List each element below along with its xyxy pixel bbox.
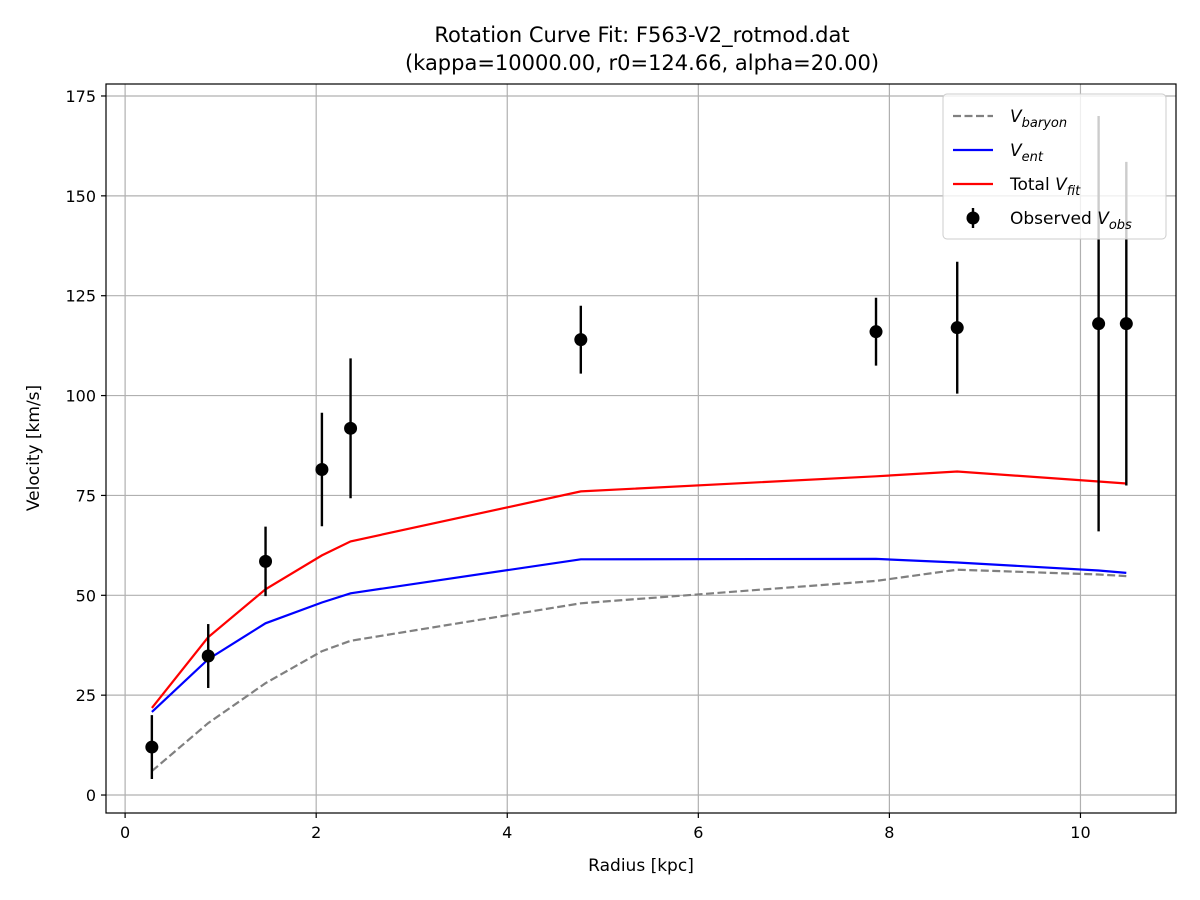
grid-lines (106, 84, 1176, 813)
legend-entry-fit: Total Vfit (1009, 175, 1081, 199)
legend-entry-ent: Vent (1010, 141, 1044, 165)
y-tick-label: 125 (65, 287, 96, 306)
data-point (145, 740, 159, 754)
y-tick-label: 25 (76, 686, 96, 705)
x-tick-label: 4 (502, 823, 512, 842)
series-line-baryon (151, 568, 1127, 772)
legend: Vbaryon Vent Total Vfit Observed Vobs (942, 93, 1167, 240)
y-tick-label: 0 (86, 786, 96, 805)
data-point (1092, 317, 1106, 331)
series-line-fit (151, 470, 1127, 709)
y-tick-label: 175 (65, 87, 96, 106)
y-tick-label: 50 (76, 586, 96, 605)
x-tick-label: 0 (120, 823, 130, 842)
legend-frame (942, 93, 1167, 240)
x-tick-label: 10 (1070, 823, 1090, 842)
data-point (344, 421, 358, 435)
data-point (869, 325, 883, 339)
y-tick-label: 150 (65, 187, 96, 206)
chart-subtitle: (kappa=10000.00, r0=124.66, alpha=20.00) (405, 51, 879, 75)
y-axis-label: Velocity [km/s] (24, 385, 44, 511)
legend-entry-obs: Observed Vobs (1010, 209, 1132, 233)
legend-entry-baryon: Vbaryon (1010, 107, 1067, 131)
x-tick-label: 6 (693, 823, 703, 842)
data-point (1119, 317, 1133, 331)
legend-swatch-marker (966, 211, 980, 225)
data-series (145, 115, 1133, 780)
data-point (201, 649, 215, 663)
data-point (259, 554, 273, 568)
data-point (950, 321, 964, 335)
chart-title: Rotation Curve Fit: F563-V2_rotmod.dat (434, 23, 849, 48)
data-point (315, 462, 329, 476)
x-axis-label: Radius [kpc] (588, 856, 694, 876)
data-point (574, 333, 588, 347)
x-tick-label: 8 (884, 823, 894, 842)
plot-area-frame (105, 83, 1177, 814)
x-tick-label: 2 (311, 823, 321, 842)
series-line-ent (151, 557, 1127, 713)
y-tick-label: 100 (65, 387, 96, 406)
y-tick-label: 75 (76, 486, 96, 505)
